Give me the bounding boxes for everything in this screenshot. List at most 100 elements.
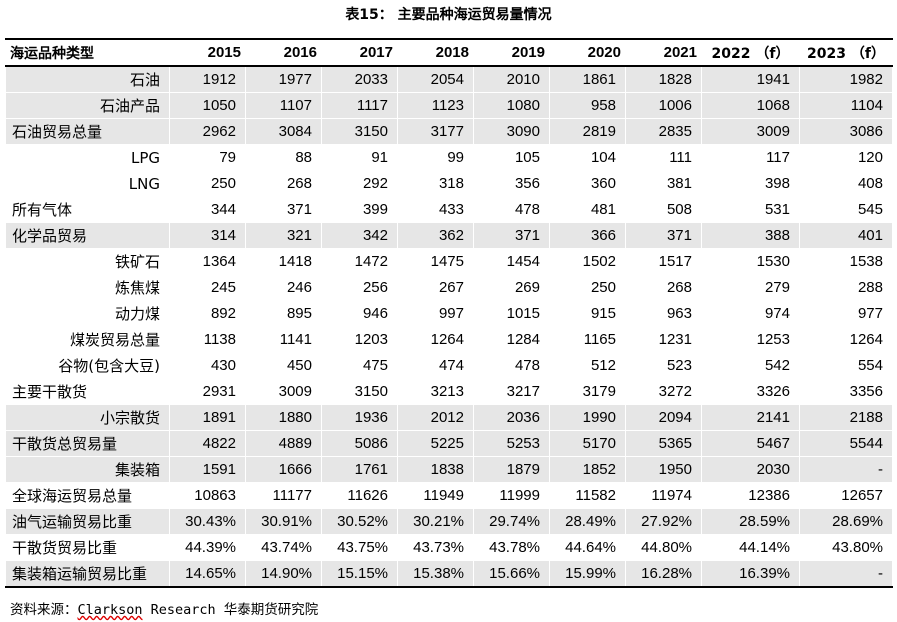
table-cell: 1591: [169, 456, 246, 483]
table-cell: 14.65%: [169, 560, 246, 588]
table-cell: 12386: [701, 482, 800, 509]
table-cell: 11999: [473, 482, 550, 509]
column-header: 2018: [397, 38, 474, 67]
table-cell: 111: [625, 144, 702, 171]
table-cell: 1231: [625, 326, 702, 353]
table-cell: 362: [397, 222, 474, 249]
table-cell: 79: [169, 144, 246, 171]
table-row: 集装箱运输贸易比重 14.65% 14.90% 15.15% 15.38% 15.66% 1…: [5, 560, 893, 588]
table-cell: 2010: [473, 66, 550, 93]
table-cell: 44.80%: [625, 534, 702, 561]
table-body: 石油 1912 1977 2033 2054 2010 1861 1828 1941 1982 石油…: [5, 66, 893, 588]
table-cell: 1828: [625, 66, 702, 93]
table-cell: 43.73%: [397, 534, 474, 561]
table-row: 化学品贸易 314 321 342 362 371 366 371 388 401: [5, 222, 893, 249]
table-cell: -: [799, 456, 893, 483]
trade-volume-table: 海运品种类型 2015 2016 2017 2018 2019 2020 202…: [5, 38, 893, 588]
table-row: 集装箱 1591 1666 1761 1838 1879 1852 1950 2030-: [5, 456, 893, 483]
row-label: 主要干散货: [5, 378, 170, 405]
table-cell: 3179: [549, 378, 626, 405]
table-cell: 4889: [245, 430, 322, 457]
table-cell: 292: [321, 170, 398, 197]
table-row: LPG 79 88 91 99 105 104 111 117 120: [5, 144, 893, 171]
table-cell: 3213: [397, 378, 474, 405]
table-cell: 366: [549, 222, 626, 249]
table-cell: 2033: [321, 66, 398, 93]
table-cell: 1015: [473, 300, 550, 327]
table-cell: 3356: [799, 378, 893, 405]
table-cell: 1050: [169, 92, 246, 119]
table-cell: 3090: [473, 118, 550, 145]
table-cell: 1006: [625, 92, 702, 119]
table-cell: 2094: [625, 404, 702, 431]
table-cell: 44.39%: [169, 534, 246, 561]
row-label: 集装箱运输贸易比重: [5, 560, 170, 588]
table-row: 铁矿石 1364 1418 1472 1475 1454 1502 1517 1530 1538: [5, 248, 893, 275]
table-cell: 1264: [799, 326, 893, 353]
table-cell: 30.21%: [397, 508, 474, 535]
table-cell: 3084: [245, 118, 322, 145]
table-cell: 1104: [799, 92, 893, 119]
table-cell: 5467: [701, 430, 800, 457]
table-row: 所有气体 344 371 399 433 478 481 508 531 545: [5, 196, 893, 223]
row-label: 化学品贸易: [5, 222, 170, 249]
table-title: 表15： 主要品种海运贸易量情况: [345, 7, 552, 23]
table-cell: 1203: [321, 326, 398, 353]
row-label: 铁矿石: [5, 248, 170, 275]
table-cell: 3150: [321, 378, 398, 405]
row-label: 石油产品: [5, 92, 170, 119]
table-row: 炼焦煤 245 246 256 267 269 250 268 279 288: [5, 274, 893, 301]
table-cell: 2188: [799, 404, 893, 431]
table-cell: 3086: [799, 118, 893, 145]
table-cell: 5225: [397, 430, 474, 457]
table-cell: 117: [701, 144, 800, 171]
table-cell: -: [799, 560, 893, 588]
table-cell: 16.39%: [701, 560, 800, 588]
table-row: 全球海运贸易总量 10863 11177 11626 11949 11999 11582 11…: [5, 482, 893, 509]
table-cell: 3009: [701, 118, 800, 145]
table-cell: 43.75%: [321, 534, 398, 561]
table-cell: 1761: [321, 456, 398, 483]
table-cell: 946: [321, 300, 398, 327]
column-header: 2021: [625, 38, 702, 67]
table-row: 油气运输贸易比重 30.43% 30.91% 30.52% 30.21% 29.74% 28…: [5, 508, 893, 535]
table-cell: 388: [701, 222, 800, 249]
table-cell: 256: [321, 274, 398, 301]
table-cell: 104: [549, 144, 626, 171]
table-cell: 3217: [473, 378, 550, 405]
table-cell: 401: [799, 222, 893, 249]
table-cell: 997: [397, 300, 474, 327]
table-row: 石油产品 1050 1107 1117 1123 1080 958 1006 1068 1104: [5, 92, 893, 119]
table-cell: 28.69%: [799, 508, 893, 535]
table-cell: 344: [169, 196, 246, 223]
table-cell: 11949: [397, 482, 474, 509]
table-cell: 2835: [625, 118, 702, 145]
table-cell: 1080: [473, 92, 550, 119]
table-cell: 2931: [169, 378, 246, 405]
table-cell: 2962: [169, 118, 246, 145]
table-cell: 2819: [549, 118, 626, 145]
column-header: 海运品种类型: [5, 38, 170, 67]
table-cell: 371: [473, 222, 550, 249]
table-cell: 28.59%: [701, 508, 800, 535]
table-cell: 5086: [321, 430, 398, 457]
table-cell: 3009: [245, 378, 322, 405]
table-cell: 30.91%: [245, 508, 322, 535]
table-cell: 3326: [701, 378, 800, 405]
table-cell: 342: [321, 222, 398, 249]
table-cell: 531: [701, 196, 800, 223]
table-cell: 3272: [625, 378, 702, 405]
table-cell: 1454: [473, 248, 550, 275]
table-cell: 892: [169, 300, 246, 327]
table-cell: 120: [799, 144, 893, 171]
table-cell: 977: [799, 300, 893, 327]
table-cell: 288: [799, 274, 893, 301]
table-row: 主要干散货 2931 3009 3150 3213 3217 3179 3272 3326 335…: [5, 378, 893, 405]
row-label: 炼焦煤: [5, 274, 170, 301]
table-cell: 512: [549, 352, 626, 379]
table-cell: 433: [397, 196, 474, 223]
row-label: 石油: [5, 66, 170, 93]
table-cell: 11177: [245, 482, 322, 509]
table-cell: 267: [397, 274, 474, 301]
column-header: 2017: [321, 38, 398, 67]
